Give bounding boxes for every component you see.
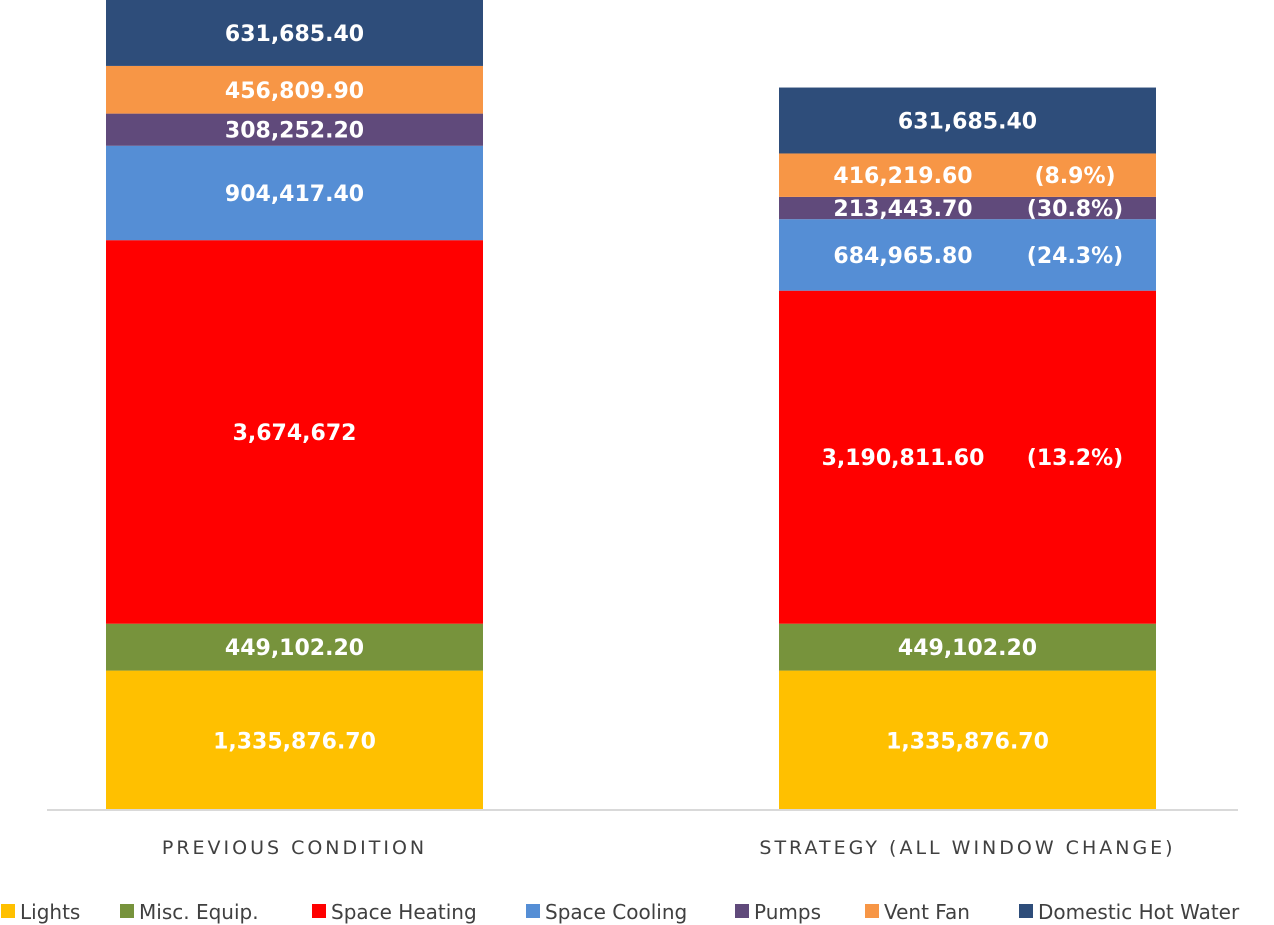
data-label: 1,335,876.70 <box>213 729 376 754</box>
data-label: 456,809.90 <box>225 79 364 104</box>
legend-item-space-cooling: Space Cooling <box>526 900 687 924</box>
legend: Lights Misc. Equip. Space Heating Space Coo… <box>1 900 1240 924</box>
category-label: PREVIOUS CONDITION <box>162 837 427 859</box>
data-label: 3,674,672 <box>233 421 357 446</box>
bar-segment-domestic-hot-water <box>106 0 483 66</box>
data-label: 904,417.40 <box>225 182 364 207</box>
legend-swatch <box>1 904 15 918</box>
legend-item-misc-equip-: Misc. Equip. <box>120 900 259 924</box>
data-label: 631,685.40 <box>898 110 1037 135</box>
data-label: 213,443.70 <box>833 197 972 222</box>
bar-segment-space-cooling <box>106 145 483 241</box>
bar-segment-space-cooling <box>779 219 1156 291</box>
legend-swatch <box>312 904 326 918</box>
legend-label: Space Cooling <box>545 900 687 924</box>
data-label: 449,102.20 <box>225 636 364 661</box>
legend-label: Vent Fan <box>884 900 970 924</box>
legend-swatch <box>1019 904 1033 918</box>
legend-swatch <box>865 904 879 918</box>
legend-item-space-heating: Space Heating <box>312 900 477 924</box>
data-label: 1,335,876.70 <box>886 729 1049 754</box>
bar-segment-vent-fan <box>779 153 1156 197</box>
legend-label: Misc. Equip. <box>139 900 259 924</box>
legend-swatch <box>120 904 134 918</box>
data-label: 449,102.20 <box>898 636 1037 661</box>
segment-labels-group: 1,335,876.70 449,102.20 3,674,672 904,417.4… <box>213 22 1123 754</box>
legend-label: Space Heating <box>331 900 477 924</box>
bar-segment-pumps <box>779 196 1156 220</box>
bar-segment-domestic-hot-water <box>779 87 1156 154</box>
legend-label: Lights <box>20 900 80 924</box>
bar-segment-misc-equip- <box>779 623 1156 671</box>
bar-segment-space-heating <box>779 290 1156 624</box>
category-label: STRATEGY (ALL WINDOW CHANGE) <box>759 837 1175 859</box>
bar-segment-lights <box>106 670 483 810</box>
data-label: 308,252.20 <box>225 119 364 144</box>
change-label: (30.8%) <box>1027 197 1123 222</box>
data-label: 3,190,811.60 <box>822 446 985 471</box>
data-label: 631,685.40 <box>225 22 364 47</box>
data-label: 684,965.80 <box>833 244 972 269</box>
legend-label: Domestic Hot Water <box>1038 900 1240 924</box>
bar-segment-lights <box>779 670 1156 810</box>
bar-segment-misc-equip- <box>106 623 483 671</box>
change-label: (24.3%) <box>1027 244 1123 269</box>
category-labels-group: PREVIOUS CONDITION STRATEGY (ALL WINDOW C… <box>162 837 1175 859</box>
bar-segment-space-heating <box>106 240 483 624</box>
change-label: (8.9%) <box>1034 164 1115 189</box>
data-label: 416,219.60 <box>833 164 972 189</box>
bar-segment-vent-fan <box>106 65 483 114</box>
legend-swatch <box>735 904 749 918</box>
bar-segment-pumps <box>106 113 483 146</box>
bars-group <box>106 0 1156 810</box>
legend-item-domestic-hot-water: Domestic Hot Water <box>1019 900 1240 924</box>
legend-label: Pumps <box>754 900 821 924</box>
legend-item-lights: Lights <box>1 900 80 924</box>
legend-item-vent-fan: Vent Fan <box>865 900 970 924</box>
legend-item-pumps: Pumps <box>735 900 821 924</box>
change-label: (13.2%) <box>1027 446 1123 471</box>
legend-swatch <box>526 904 540 918</box>
